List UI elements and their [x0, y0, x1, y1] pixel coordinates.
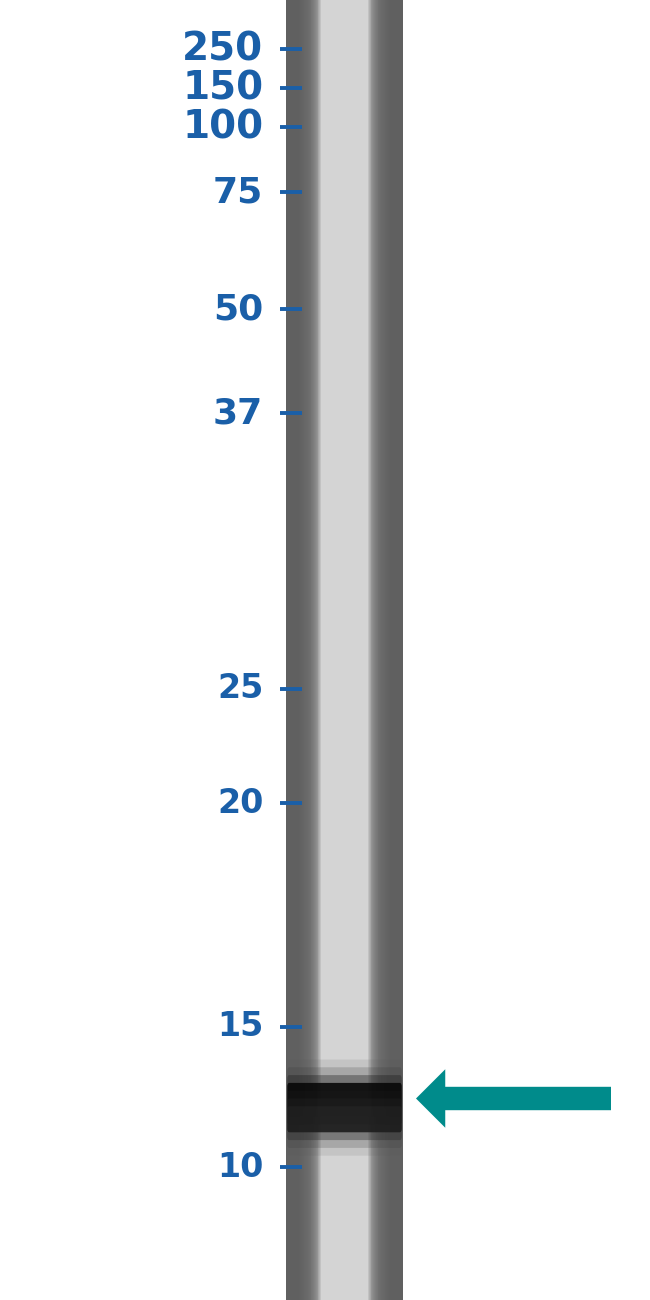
Bar	[286, 0, 303, 1300]
Bar	[286, 0, 321, 1300]
Bar	[391, 0, 403, 1300]
Text: 37: 37	[213, 396, 263, 430]
Bar	[375, 0, 403, 1300]
Bar	[286, 0, 306, 1300]
Text: 75: 75	[213, 176, 263, 209]
Bar	[286, 0, 288, 1300]
Text: 10: 10	[217, 1150, 263, 1184]
Bar	[398, 0, 403, 1300]
Bar	[397, 0, 403, 1300]
Bar	[286, 0, 300, 1300]
Bar	[286, 0, 309, 1300]
FancyBboxPatch shape	[287, 1067, 402, 1117]
FancyArrow shape	[416, 1069, 611, 1127]
Bar	[382, 0, 403, 1300]
Bar	[286, 0, 304, 1300]
Bar	[393, 0, 403, 1300]
Bar	[286, 0, 318, 1300]
Bar	[372, 0, 403, 1300]
Bar	[286, 0, 302, 1300]
Bar	[378, 0, 403, 1300]
Bar	[370, 0, 403, 1300]
Bar	[374, 0, 403, 1300]
Bar	[380, 0, 403, 1300]
Bar	[393, 0, 403, 1300]
Bar	[286, 0, 314, 1300]
Bar	[286, 0, 287, 1300]
Bar	[385, 0, 403, 1300]
Text: 250: 250	[182, 30, 263, 69]
Bar	[286, 0, 318, 1300]
Bar	[389, 0, 403, 1300]
FancyBboxPatch shape	[287, 1075, 402, 1124]
Bar	[377, 0, 403, 1300]
Text: 50: 50	[213, 292, 263, 326]
Bar	[371, 0, 403, 1300]
Bar	[395, 0, 403, 1300]
Bar	[286, 0, 307, 1300]
Bar	[286, 0, 301, 1300]
Bar	[376, 0, 403, 1300]
Bar	[386, 0, 403, 1300]
Bar	[385, 0, 403, 1300]
Bar	[383, 0, 403, 1300]
Bar	[373, 0, 403, 1300]
Bar	[286, 0, 304, 1300]
Bar	[286, 0, 293, 1300]
Bar	[286, 0, 294, 1300]
Bar	[370, 0, 403, 1300]
Text: 100: 100	[182, 108, 263, 147]
Bar	[394, 0, 403, 1300]
Bar	[286, 0, 295, 1300]
Bar	[286, 0, 308, 1300]
Bar	[380, 0, 403, 1300]
FancyBboxPatch shape	[287, 1098, 402, 1148]
Text: 20: 20	[217, 786, 263, 820]
Bar	[368, 0, 403, 1300]
Bar	[286, 0, 292, 1300]
Bar	[286, 0, 311, 1300]
Bar	[286, 0, 319, 1300]
FancyBboxPatch shape	[287, 1091, 402, 1140]
Bar	[286, 0, 296, 1300]
Bar	[286, 0, 289, 1300]
Bar	[286, 0, 311, 1300]
Bar	[378, 0, 403, 1300]
Bar	[384, 0, 403, 1300]
Bar	[286, 0, 291, 1300]
Bar	[402, 0, 403, 1300]
Bar	[286, 0, 306, 1300]
Bar	[391, 0, 403, 1300]
Bar	[286, 0, 289, 1300]
Bar	[396, 0, 403, 1300]
Bar	[381, 0, 403, 1300]
Bar	[286, 0, 320, 1300]
Bar	[286, 0, 296, 1300]
Bar	[286, 0, 299, 1300]
Bar	[369, 0, 403, 1300]
Bar	[398, 0, 403, 1300]
Bar	[286, 0, 313, 1300]
Bar	[286, 0, 291, 1300]
Bar	[390, 0, 403, 1300]
Bar	[286, 0, 403, 1300]
Text: 15: 15	[217, 1010, 263, 1044]
Bar	[286, 0, 298, 1300]
Bar	[388, 0, 403, 1300]
Bar	[286, 0, 312, 1300]
Bar	[286, 0, 309, 1300]
Text: 150: 150	[182, 69, 263, 108]
Bar	[401, 0, 403, 1300]
Bar	[286, 0, 317, 1300]
FancyBboxPatch shape	[287, 1083, 402, 1132]
Bar	[387, 0, 403, 1300]
FancyBboxPatch shape	[287, 1106, 402, 1156]
FancyBboxPatch shape	[287, 1060, 402, 1109]
Bar	[400, 0, 403, 1300]
Bar	[286, 0, 298, 1300]
Text: 25: 25	[217, 672, 263, 706]
Bar	[286, 0, 316, 1300]
Bar	[286, 0, 315, 1300]
Bar	[400, 0, 403, 1300]
